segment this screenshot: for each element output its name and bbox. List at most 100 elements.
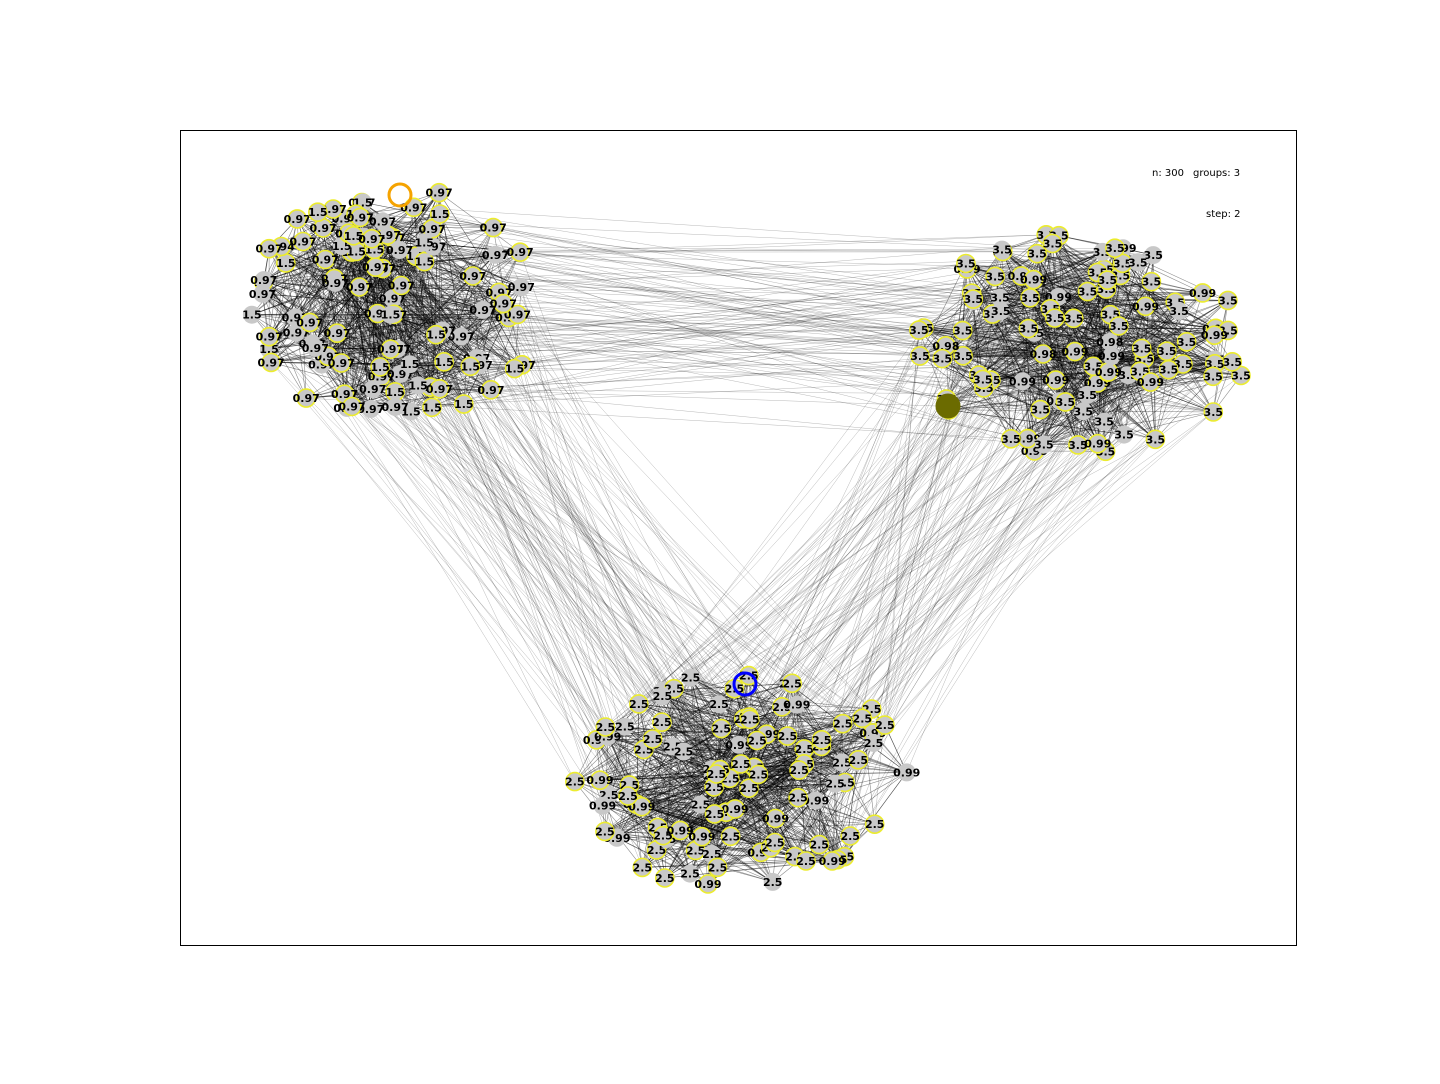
graph-edge	[662, 439, 1011, 696]
node-label: 3.5	[1031, 404, 1051, 417]
node-label: 0.97	[302, 342, 329, 355]
node-label: 0.97	[482, 249, 509, 262]
node-label: 2.5	[674, 746, 694, 759]
graph-node: 3.5	[1094, 413, 1114, 431]
node-label: 2.5	[809, 839, 829, 852]
node-label: 0.97	[328, 357, 355, 370]
node-label: 0.97	[256, 331, 283, 344]
graph-node: 0.97	[338, 398, 365, 416]
graph-node: 0.97	[508, 278, 535, 296]
node-label: 2.5	[749, 768, 769, 781]
node-label: 0.99	[589, 800, 616, 813]
graph-node: 1.5	[430, 205, 450, 223]
graph-node: 0.97	[386, 241, 413, 259]
node-label: 3.5	[933, 353, 953, 366]
graph-node: 2.5	[633, 858, 653, 876]
graph-edge	[387, 235, 721, 728]
graph-node: 0.99	[783, 696, 810, 714]
node-label: 0.99	[694, 878, 721, 891]
graph-edge	[597, 262, 1138, 740]
node-label: 3.5	[1064, 312, 1084, 325]
graph-edge	[381, 376, 600, 780]
node-label: 2.5	[765, 837, 785, 850]
graph-node: 0.99	[1042, 371, 1069, 389]
node-label: 0.97	[256, 243, 283, 256]
graph-node: 0.99	[1132, 297, 1159, 315]
node-label: 0.97	[477, 384, 504, 397]
node-label: 2.5	[825, 778, 845, 791]
node-label: 3.5	[1146, 433, 1166, 446]
graph-edge	[715, 412, 1214, 814]
node-label: 0.97	[388, 280, 415, 293]
graph-node: 1.5	[505, 360, 525, 378]
graph-node: 0.97	[362, 258, 389, 276]
graph-node: 3.5	[933, 350, 953, 368]
node-label: 2.5	[681, 672, 701, 685]
graph-node: 0.97	[482, 246, 509, 264]
node-label: 0.97	[296, 316, 323, 329]
node-label: 1.5	[308, 206, 328, 219]
graph-node: 0.99	[1098, 347, 1125, 365]
graph-node: 1.5	[414, 234, 434, 252]
node-label: 3.5	[1169, 305, 1189, 318]
graph-node: 2.5	[721, 827, 741, 845]
graph-node: 2.5	[674, 743, 694, 761]
graph-edge	[806, 356, 920, 861]
node-label: 2.5	[788, 792, 808, 805]
node-label: 0.99	[1020, 274, 1047, 287]
node-label: 0.99	[1201, 329, 1228, 342]
graph-node: 1.5	[426, 326, 446, 344]
graph-node: 3.5	[956, 255, 976, 273]
node-label: 3.5	[991, 305, 1011, 318]
node-label: 2.5	[739, 782, 759, 795]
graph-node: 3.5	[1223, 353, 1243, 371]
graph-node: 0.97	[346, 278, 373, 296]
node-label: 0.99	[1084, 438, 1111, 451]
graph-node: 3.5	[1203, 367, 1223, 385]
graph-node: 1.5	[454, 395, 474, 413]
node-label: 0.98	[1030, 348, 1057, 361]
graph-node: 2.5	[782, 674, 802, 692]
node-label: 2.5	[596, 721, 616, 734]
graph-node: 2.5	[865, 815, 885, 833]
graph-node: 0.97	[284, 210, 311, 228]
node-label: 3.5	[1177, 336, 1197, 349]
graph-node: 2.5	[655, 869, 675, 887]
node-label: 0.97	[322, 277, 349, 290]
graph-node: 2.5	[740, 710, 760, 728]
node-label: 3.5	[1218, 294, 1238, 307]
graph-node: 2.5	[705, 805, 725, 823]
graph-node: 0.99	[1061, 343, 1088, 361]
graph-edge	[712, 439, 1156, 854]
node-label: 0.97	[362, 261, 389, 274]
node-label: 3.5	[1204, 406, 1224, 419]
graph-node: 0.99	[893, 763, 920, 781]
graph-node: 0.99	[688, 828, 715, 846]
node-label: 0.97	[358, 233, 385, 246]
node-label: 1.5	[434, 356, 454, 369]
node-label: 3.5	[1114, 429, 1134, 442]
graph-node: 0.97	[400, 198, 427, 216]
node-label: 2.5	[747, 734, 767, 747]
node-label: 3.5	[1203, 370, 1223, 383]
node-label: 1.5	[454, 398, 474, 411]
graph-node: 3.5	[964, 290, 984, 308]
graph-node: 0.99	[1009, 372, 1036, 390]
node-label: 1.5	[385, 386, 405, 399]
graph-node: 3.5	[1064, 309, 1084, 327]
graph-node: 3.5	[1056, 393, 1076, 411]
graph-node: 3.5	[1001, 430, 1021, 448]
node-label: 0.97	[459, 270, 486, 283]
graph-node: 3.5	[909, 321, 929, 339]
node-label: 1.5	[430, 208, 450, 221]
graph-node: 2.5	[763, 873, 783, 891]
node-label: 2.5	[875, 719, 895, 732]
node-label: 3.5	[990, 292, 1010, 305]
node-layer: 1.50.970.971.50.970.971.50.971.50.970.97…	[242, 184, 1251, 893]
node-label: 3.5	[1034, 439, 1054, 452]
node-label: 0.97	[480, 222, 507, 235]
node-label: 2.5	[778, 730, 798, 743]
graph-node: 1.5	[308, 203, 328, 221]
graph-node: 3.5	[1045, 309, 1065, 327]
graph-edge	[726, 435, 1124, 813]
